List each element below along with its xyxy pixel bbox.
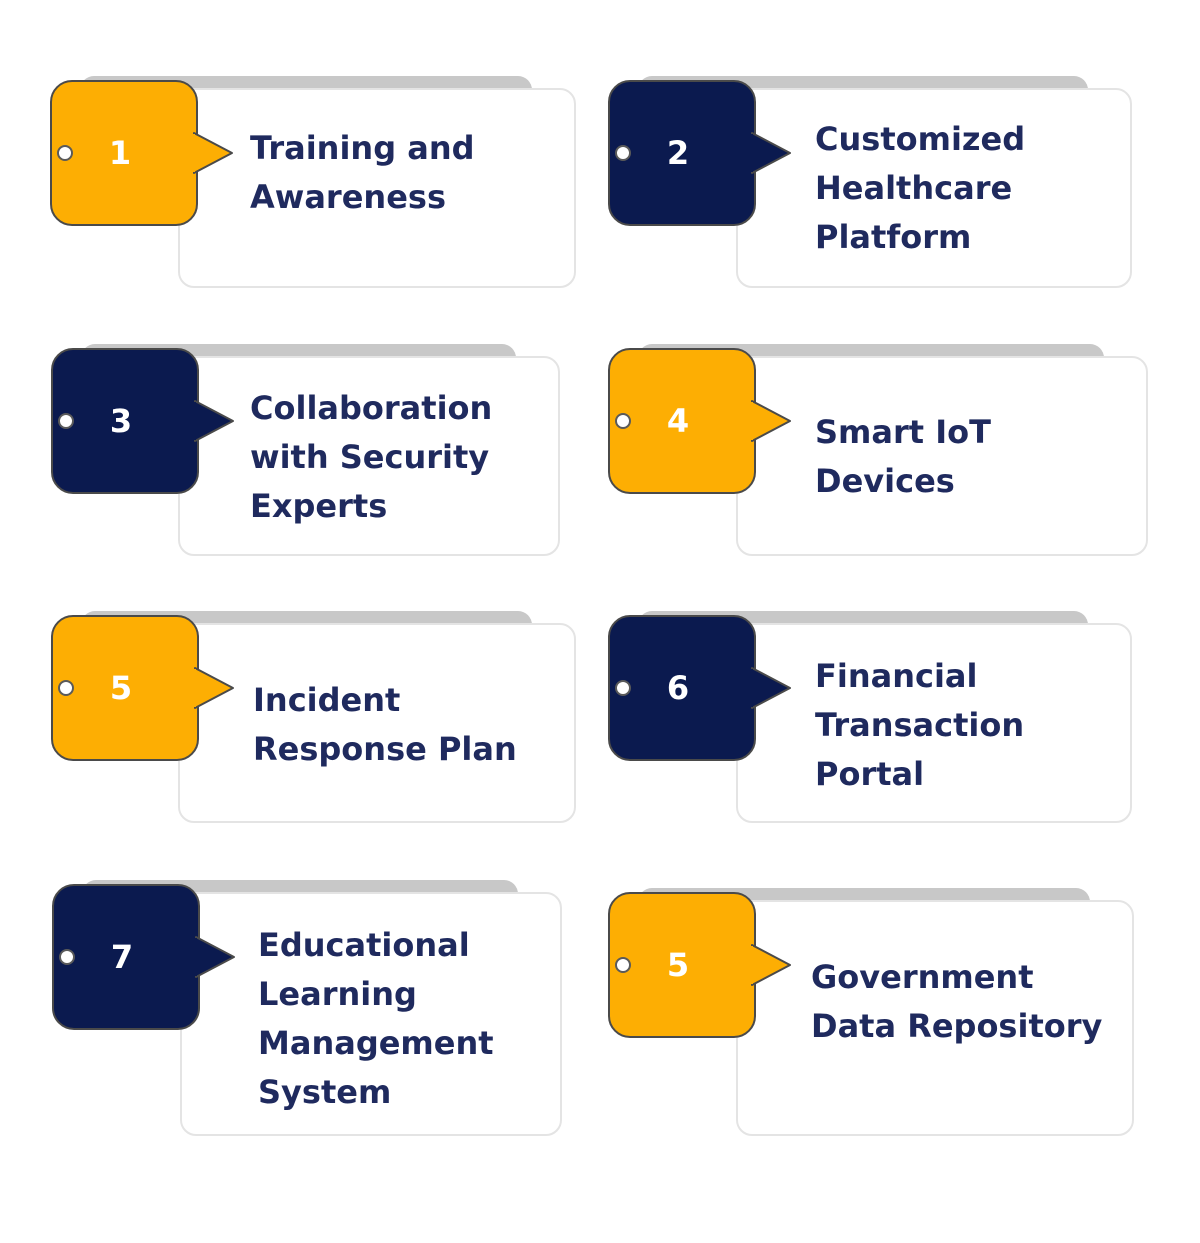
item-number: 5 — [666, 946, 690, 984]
tag-hole — [58, 680, 74, 696]
item-label-line: Awareness — [250, 178, 446, 216]
item-label: Educational Learning Management System — [258, 921, 494, 1117]
item-number: 5 — [109, 669, 133, 707]
badge-pointer-arrow — [749, 667, 791, 709]
item-label-line: Government — [811, 958, 1034, 996]
item-number: 6 — [666, 669, 690, 707]
item-label: Smart IoT Devices — [815, 408, 991, 506]
tag-hole — [58, 413, 74, 429]
item-card — [638, 344, 1148, 556]
item-label-line: Financial — [815, 657, 978, 695]
badge-pointer-arrow — [193, 936, 235, 978]
item-number: 4 — [666, 402, 690, 440]
card-panel — [736, 88, 1132, 288]
badge-pointer-arrow — [749, 400, 791, 442]
item-number: 7 — [110, 938, 134, 976]
badge-pointer-arrow — [749, 132, 791, 174]
item-card — [80, 76, 576, 288]
card-panel — [736, 623, 1132, 823]
number-badge: 2 — [608, 80, 791, 226]
item-label: Incident Response Plan — [253, 676, 517, 774]
tag-hole — [615, 957, 631, 973]
card-panel — [736, 900, 1134, 1136]
item-number: 2 — [666, 134, 690, 172]
tag-hole — [615, 680, 631, 696]
badge-pointer-arrow — [192, 667, 234, 709]
item-label-line: Data Repository — [811, 1007, 1103, 1045]
item-label-line: Management — [258, 1024, 494, 1062]
item-card — [638, 888, 1134, 1136]
tag-hole — [615, 413, 631, 429]
number-badge: 3 — [51, 348, 234, 494]
item-label-line: Learning — [258, 975, 417, 1013]
item-card — [82, 880, 562, 1136]
item-label-line: Collaboration — [250, 389, 493, 427]
item-label-line: Healthcare — [815, 169, 1013, 207]
tag-hole — [57, 145, 73, 161]
number-badge: 5 — [608, 892, 791, 1038]
item-label-line: Educational — [258, 926, 470, 964]
item-label-line: System — [258, 1073, 392, 1111]
card-panel — [180, 892, 562, 1136]
card-panel — [178, 623, 576, 823]
item-label-line: Portal — [815, 755, 925, 793]
item-card — [81, 344, 560, 556]
card-panel — [178, 88, 576, 288]
tag-hole — [59, 949, 75, 965]
item-label-line: Response Plan — [253, 730, 517, 768]
item-label-line: Smart IoT — [815, 413, 991, 451]
item-label: Training and Awareness — [250, 124, 475, 222]
card-panel — [178, 356, 560, 556]
item-label: Collaboration with Security Experts — [250, 384, 492, 531]
badge-pointer-arrow — [191, 132, 233, 174]
number-badge: 4 — [608, 348, 791, 494]
item-number: 3 — [109, 402, 133, 440]
item-label-line: Training and — [250, 129, 475, 167]
item-number: 1 — [108, 134, 132, 172]
number-badge: 6 — [608, 615, 791, 761]
number-badge: 1 — [50, 80, 233, 226]
item-label-line: Devices — [815, 462, 955, 500]
tag-hole — [615, 145, 631, 161]
item-label-line: Customized — [815, 120, 1026, 158]
item-label-line: with Security — [250, 438, 490, 476]
item-label-line: Platform — [815, 218, 972, 256]
number-badge: 7 — [52, 884, 235, 1030]
badge-pointer-arrow — [749, 944, 791, 986]
item-label: Customized Healthcare Platform — [815, 115, 1025, 262]
item-label: Government Data Repository — [811, 953, 1102, 1051]
number-badge: 5 — [51, 615, 234, 761]
badge-pointer-arrow — [192, 400, 234, 442]
card-panel — [736, 356, 1148, 556]
item-label-line: Transaction — [815, 706, 1025, 744]
item-label: Financial Transaction Portal — [815, 652, 1024, 799]
item-label-line: Experts — [250, 487, 388, 525]
item-label-line: Incident — [253, 681, 401, 719]
item-card — [638, 611, 1132, 823]
